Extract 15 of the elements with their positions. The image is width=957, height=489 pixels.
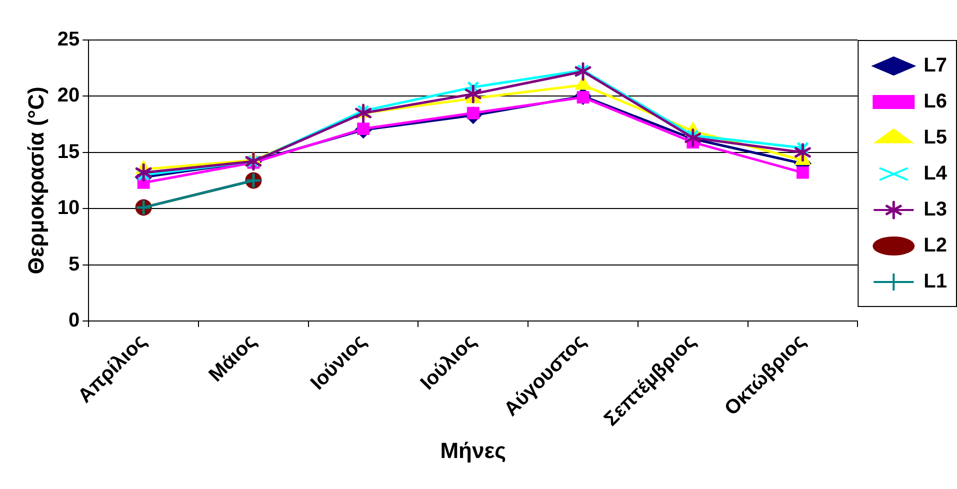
y-tick-label: 25 [57, 28, 80, 51]
legend-label: L4 [924, 162, 948, 185]
y-tick-label: 5 [68, 253, 80, 276]
y-tick-label: 0 [68, 309, 80, 332]
y-tick-label: 15 [57, 140, 80, 163]
legend-label: L7 [924, 54, 948, 77]
legend-label: L5 [924, 126, 948, 149]
y-axis-title: Θερμοκρασία (°C) [23, 86, 48, 274]
legend-label: L2 [924, 234, 948, 257]
x-axis-title: Μήνες [440, 438, 506, 463]
y-tick-label: 10 [57, 197, 80, 220]
y-tick-label: 20 [57, 84, 80, 107]
legend-label: L6 [924, 90, 948, 113]
legend-label: L1 [924, 270, 948, 293]
legend-label: L3 [924, 198, 948, 221]
